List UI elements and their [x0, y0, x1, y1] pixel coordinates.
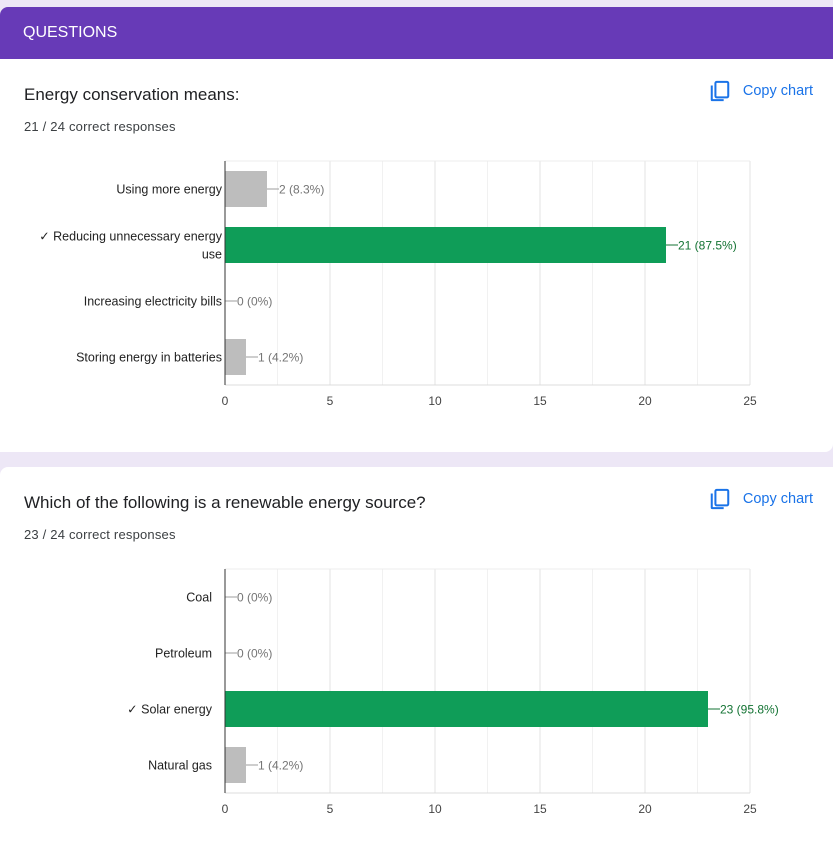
category-label: use — [202, 248, 222, 262]
correct-responses-count: 21 / 24 correct responses — [24, 119, 176, 134]
copy-chart-button[interactable]: Copy chart — [709, 80, 813, 102]
category-label: Petroleum — [155, 647, 212, 661]
x-tick-label: 15 — [533, 394, 547, 408]
category-label: Using more energy — [116, 183, 222, 197]
questions-header: QUESTIONS — [0, 7, 833, 59]
question-title: Energy conservation means: — [24, 85, 240, 104]
value-label: 0 (0%) — [237, 295, 272, 309]
question-card-1: Energy conservation means: 21 / 24 corre… — [0, 59, 833, 452]
value-label: 0 (0%) — [237, 647, 272, 661]
copy-chart-label: Copy chart — [742, 491, 813, 507]
category-label: Coal — [186, 591, 212, 605]
value-label: 1 (4.2%) — [258, 759, 303, 773]
category-label: Increasing electricity bills — [84, 295, 222, 309]
x-tick-label: 25 — [743, 394, 757, 408]
header-title: QUESTIONS — [23, 24, 118, 41]
question-title: Which of the following is a renewable en… — [24, 493, 426, 512]
value-label: 1 (4.2%) — [258, 351, 303, 365]
copy-icon — [710, 80, 730, 102]
correct-responses-count: 23 / 24 correct responses — [24, 527, 176, 542]
copy-chart-button[interactable]: Copy chart — [709, 488, 813, 510]
category-label: Storing energy in batteries — [76, 351, 222, 365]
category-label: ✓ Reducing unnecessary energy — [39, 230, 223, 244]
x-tick-label: 20 — [638, 394, 652, 408]
x-tick-label: 10 — [428, 802, 442, 816]
x-tick-label: 0 — [222, 394, 229, 408]
value-label: 21 (87.5%) — [678, 239, 737, 253]
responses-bar-chart: 0 5 10 15 20 25 Coal 0 (0%) Petroleum 0 (0%) ✓ Sol… — [127, 568, 779, 816]
x-tick-label: 15 — [533, 802, 547, 816]
x-tick-label: 25 — [743, 802, 757, 816]
x-tick-label: 0 — [222, 802, 229, 816]
value-label: 2 (8.3%) — [279, 183, 324, 197]
x-tick-label: 20 — [638, 802, 652, 816]
copy-icon — [710, 488, 730, 510]
category-label: ✓ Solar energy — [127, 703, 213, 717]
bar — [225, 747, 246, 783]
category-label: Natural gas — [148, 759, 212, 773]
bar — [225, 171, 267, 207]
responses-bar-chart: 0 5 10 15 20 25 Using more energy 2 (8.3%) ✓ Red… — [39, 160, 757, 408]
value-label: 0 (0%) — [237, 591, 272, 605]
bar — [225, 227, 666, 263]
x-tick-label: 10 — [428, 394, 442, 408]
x-tick-label: 5 — [327, 394, 334, 408]
value-label: 23 (95.8%) — [720, 703, 779, 717]
x-tick-label: 5 — [327, 802, 334, 816]
bar — [225, 691, 708, 727]
bar — [225, 339, 246, 375]
copy-chart-label: Copy chart — [742, 83, 813, 99]
question-card-2: Which of the following is a renewable en… — [0, 467, 833, 854]
